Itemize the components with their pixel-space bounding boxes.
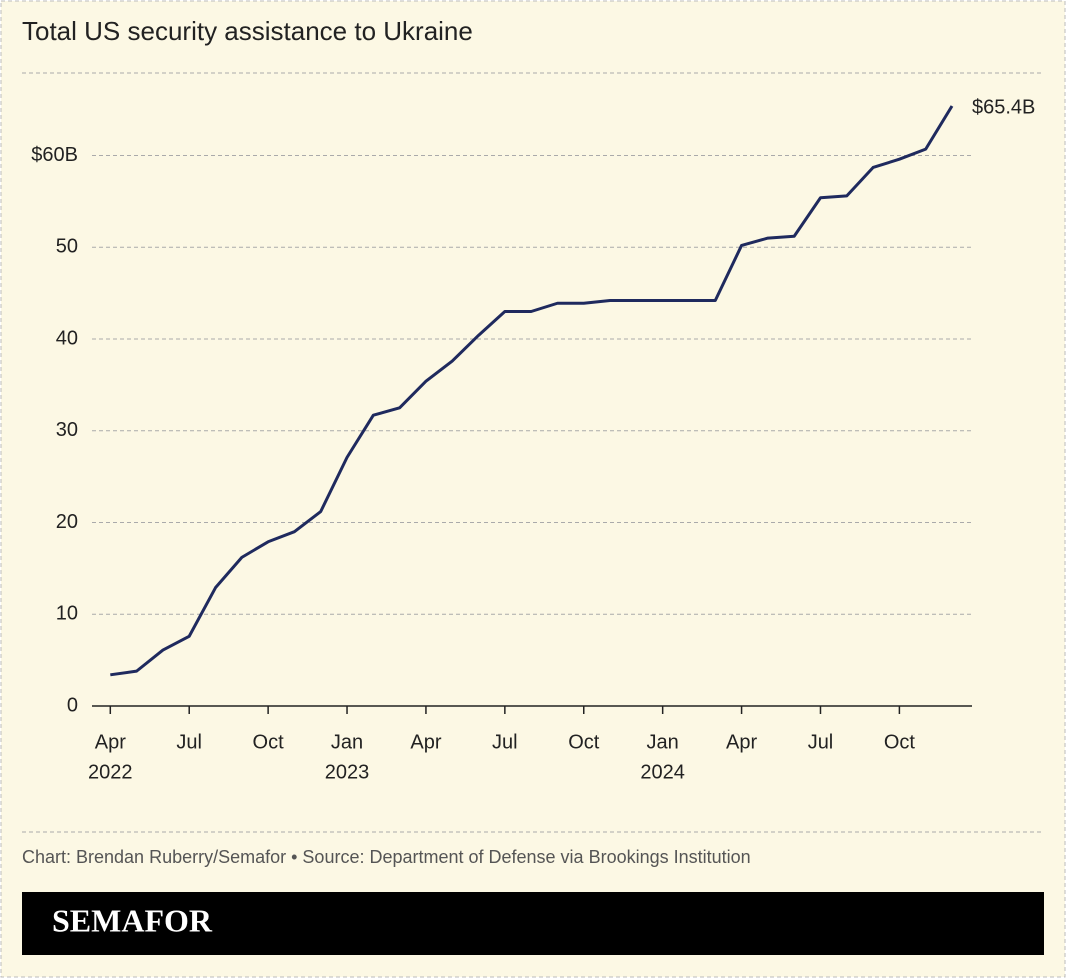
value-label: $65.4B [972, 96, 1035, 118]
x-tick-label: Oct [884, 731, 916, 753]
x-tick-label: Jan [331, 731, 363, 753]
y-tick-label: 0 [67, 694, 78, 716]
source: Chart: Brendan Ruberry/Semafor • Source:… [22, 847, 751, 867]
x-tick-label: Jul [176, 731, 202, 753]
x-tick-label: Apr [726, 731, 757, 753]
x-tick-label: Apr [410, 731, 441, 753]
x-tick-label: Oct [253, 731, 285, 753]
x-tick-year: 2022 [88, 761, 133, 783]
brand-bar [22, 892, 1044, 955]
y-tick-label: $60B [31, 144, 78, 166]
x-tick-year: 2023 [325, 761, 370, 783]
x-tick-label: Jul [808, 731, 834, 753]
brand: SEMAFOR [52, 902, 213, 938]
line [110, 105, 954, 677]
x-tick-year: 2024 [640, 761, 685, 783]
y-tick-label: 10 [56, 603, 78, 625]
y-tick-label: 20 [56, 511, 78, 533]
x-tick-label: Jan [647, 731, 679, 753]
x-tick-label: Jul [492, 731, 518, 753]
y-tick-label: 40 [56, 327, 78, 349]
chart-title: Total US security assistance to Ukraine [22, 16, 473, 46]
x-tick-label: Apr [95, 731, 126, 753]
y-tick-label: 30 [56, 419, 78, 441]
y-tick-label: 50 [56, 236, 78, 258]
x-tick-label: Oct [568, 731, 600, 753]
